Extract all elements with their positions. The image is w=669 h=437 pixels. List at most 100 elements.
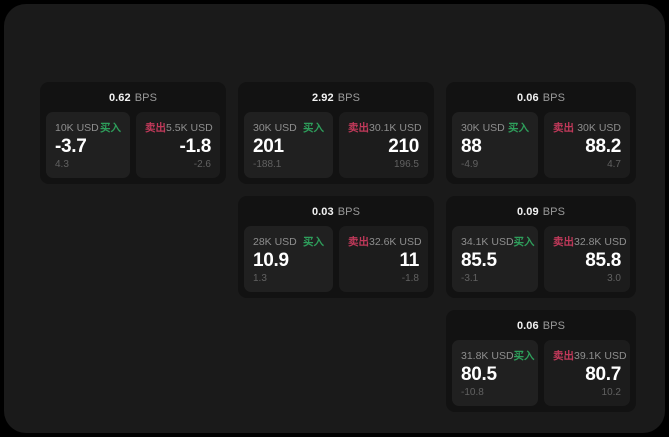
bps-value: 0.09 bbox=[516, 206, 539, 218]
ask-panel[interactable]: 卖出 39.1K USD 80.7 10.2 bbox=[544, 340, 630, 406]
ask-size-label: 5.5K USD bbox=[166, 121, 213, 134]
bid-size-label: 10K USD bbox=[55, 121, 99, 134]
ask-price-value: 80.7 bbox=[585, 364, 621, 385]
card-panels: 30K USD 买入 88 -4.9 卖出 30K USD 88.2 4.7 bbox=[452, 112, 630, 178]
sell-side-label: 卖出 bbox=[145, 122, 166, 134]
card-header: 0.03 BPS bbox=[244, 202, 428, 222]
ask-panel[interactable]: 卖出 32.8K USD 85.8 3.0 bbox=[544, 226, 630, 292]
spread-card[interactable]: 0.03 BPS 28K USD 买入 10.9 1.3 卖出 32.6K USD 11 -1.8 bbox=[238, 196, 434, 298]
bid-panel[interactable]: 34.1K USD 买入 85.5 -3.1 bbox=[452, 226, 538, 292]
bid-size-label: 31.8K USD bbox=[461, 349, 514, 362]
ask-delta-value: -1.8 bbox=[401, 273, 419, 284]
ask-delta-value: 196.5 bbox=[393, 159, 419, 170]
ask-size-label: 32.8K USD bbox=[574, 235, 627, 248]
ask-panel-header: 卖出 32.8K USD bbox=[553, 235, 627, 249]
ask-panel-header: 卖出 30.1K USD bbox=[348, 121, 422, 135]
bps-value: 0.62 bbox=[108, 92, 131, 104]
ask-panel-header: 卖出 39.1K USD bbox=[553, 349, 627, 363]
ask-delta-value: -2.6 bbox=[193, 159, 211, 170]
bid-panel[interactable]: 31.8K USD 买入 80.5 -10.8 bbox=[452, 340, 538, 406]
bid-price-value: 80.5 bbox=[461, 364, 497, 385]
sell-side-label: 卖出 bbox=[553, 350, 574, 362]
bid-panel-header: 30K USD 买入 bbox=[461, 121, 529, 135]
card-column-3: 0.06 BPS 30K USD 买入 88 -4.9 卖出 30K USD 88.2 4.7 0.… bbox=[446, 82, 636, 412]
bid-panel-header: 34.1K USD 买入 bbox=[461, 235, 535, 249]
ask-price-value: 11 bbox=[399, 250, 420, 271]
bps-unit-label: BPS bbox=[542, 92, 566, 104]
ask-price-value: -1.8 bbox=[179, 136, 211, 157]
card-header: 0.09 BPS bbox=[452, 202, 630, 222]
bid-price-value: 10.9 bbox=[253, 250, 289, 271]
spread-card[interactable]: 0.09 BPS 34.1K USD 买入 85.5 -3.1 卖出 32.8K USD 85.… bbox=[446, 196, 636, 298]
card-header: 0.06 BPS bbox=[452, 88, 630, 108]
ask-size-label: 39.1K USD bbox=[574, 349, 627, 362]
sell-side-label: 卖出 bbox=[553, 236, 574, 248]
ask-panel[interactable]: 卖出 30.1K USD 210 196.5 bbox=[339, 112, 428, 178]
bid-price-value: 201 bbox=[253, 136, 284, 157]
bid-price-value: -3.7 bbox=[55, 136, 87, 157]
card-panels: 31.8K USD 买入 80.5 -10.8 卖出 39.1K USD 80.7 10.2 bbox=[452, 340, 630, 406]
sell-side-label: 卖出 bbox=[348, 122, 369, 134]
bps-unit-label: BPS bbox=[542, 206, 566, 218]
bid-size-label: 30K USD bbox=[461, 121, 505, 134]
card-column-2: 2.92 BPS 30K USD 买入 201 -188.1 卖出 30.1K USD 210 1… bbox=[238, 82, 434, 298]
bid-delta-value: -4.9 bbox=[461, 159, 479, 170]
bid-size-label: 30K USD bbox=[253, 121, 297, 134]
bid-delta-value: -188.1 bbox=[253, 159, 282, 170]
spread-card[interactable]: 0.62 BPS 10K USD 买入 -3.7 4.3 卖出 5.5K USD -1.8 -2.… bbox=[40, 82, 226, 184]
page-surface: 0.62 BPS 10K USD 买入 -3.7 4.3 卖出 5.5K USD -1.8 -2.… bbox=[4, 4, 665, 433]
bid-size-label: 34.1K USD bbox=[461, 235, 514, 248]
card-panels: 34.1K USD 买入 85.5 -3.1 卖出 32.8K USD 85.8 3.0 bbox=[452, 226, 630, 292]
bps-unit-label: BPS bbox=[542, 320, 566, 332]
bid-panel[interactable]: 30K USD 买入 201 -188.1 bbox=[244, 112, 333, 178]
ask-delta-value: 4.7 bbox=[607, 159, 621, 170]
ask-panel[interactable]: 卖出 5.5K USD -1.8 -2.6 bbox=[136, 112, 220, 178]
bps-unit-label: BPS bbox=[337, 92, 361, 104]
ask-size-label: 32.6K USD bbox=[369, 235, 422, 248]
spread-card[interactable]: 0.06 BPS 30K USD 买入 88 -4.9 卖出 30K USD 88.2 4.7 bbox=[446, 82, 636, 184]
buy-side-label: 买入 bbox=[100, 122, 121, 134]
card-panels: 10K USD 买入 -3.7 4.3 卖出 5.5K USD -1.8 -2.6 bbox=[46, 112, 220, 178]
sell-side-label: 卖出 bbox=[348, 236, 369, 248]
bps-value: 0.06 bbox=[516, 320, 539, 332]
card-header: 2.92 BPS bbox=[244, 88, 428, 108]
buy-side-label: 买入 bbox=[303, 236, 324, 248]
card-panels: 30K USD 买入 201 -188.1 卖出 30.1K USD 210 196.5 bbox=[244, 112, 428, 178]
buy-side-label: 买入 bbox=[303, 122, 324, 134]
card-header: 0.06 BPS bbox=[452, 316, 630, 336]
buy-side-label: 买入 bbox=[513, 236, 535, 248]
bid-price-value: 88 bbox=[461, 136, 482, 157]
card-header: 0.62 BPS bbox=[46, 88, 220, 108]
ask-panel-header: 卖出 30K USD bbox=[553, 121, 621, 135]
ask-panel[interactable]: 卖出 30K USD 88.2 4.7 bbox=[544, 112, 630, 178]
bid-panel[interactable]: 28K USD 买入 10.9 1.3 bbox=[244, 226, 333, 292]
bps-unit-label: BPS bbox=[134, 92, 158, 104]
bps-unit-label: BPS bbox=[337, 206, 361, 218]
bid-panel[interactable]: 10K USD 买入 -3.7 4.3 bbox=[46, 112, 130, 178]
spread-card[interactable]: 2.92 BPS 30K USD 买入 201 -188.1 卖出 30.1K USD 210 1… bbox=[238, 82, 434, 184]
bid-panel[interactable]: 30K USD 买入 88 -4.9 bbox=[452, 112, 538, 178]
buy-side-label: 买入 bbox=[508, 122, 529, 134]
ask-price-value: 88.2 bbox=[585, 136, 621, 157]
ask-delta-value: 10.2 bbox=[601, 387, 621, 398]
bid-size-label: 28K USD bbox=[253, 235, 297, 248]
ask-price-value: 210 bbox=[388, 136, 419, 157]
bid-delta-value: -3.1 bbox=[461, 273, 479, 284]
bid-panel-header: 31.8K USD 买入 bbox=[461, 349, 535, 363]
bid-panel-header: 30K USD 买入 bbox=[253, 121, 324, 135]
ask-price-value: 85.8 bbox=[585, 250, 621, 271]
card-panels: 28K USD 买入 10.9 1.3 卖出 32.6K USD 11 -1.8 bbox=[244, 226, 428, 292]
bid-delta-value: 4.3 bbox=[55, 159, 69, 170]
ask-panel[interactable]: 卖出 32.6K USD 11 -1.8 bbox=[339, 226, 428, 292]
bid-price-value: 85.5 bbox=[461, 250, 497, 271]
bps-value: 0.06 bbox=[516, 92, 539, 104]
card-column-1: 0.62 BPS 10K USD 买入 -3.7 4.3 卖出 5.5K USD -1.8 -2.… bbox=[40, 82, 226, 184]
bps-value: 2.92 bbox=[311, 92, 334, 104]
bps-value: 0.03 bbox=[311, 206, 334, 218]
spread-card[interactable]: 0.06 BPS 31.8K USD 买入 80.5 -10.8 卖出 39.1K USD 80… bbox=[446, 310, 636, 412]
ask-size-label: 30.1K USD bbox=[369, 121, 422, 134]
ask-size-label: 30K USD bbox=[577, 121, 621, 134]
ask-delta-value: 3.0 bbox=[607, 273, 621, 284]
sell-side-label: 卖出 bbox=[553, 122, 574, 134]
